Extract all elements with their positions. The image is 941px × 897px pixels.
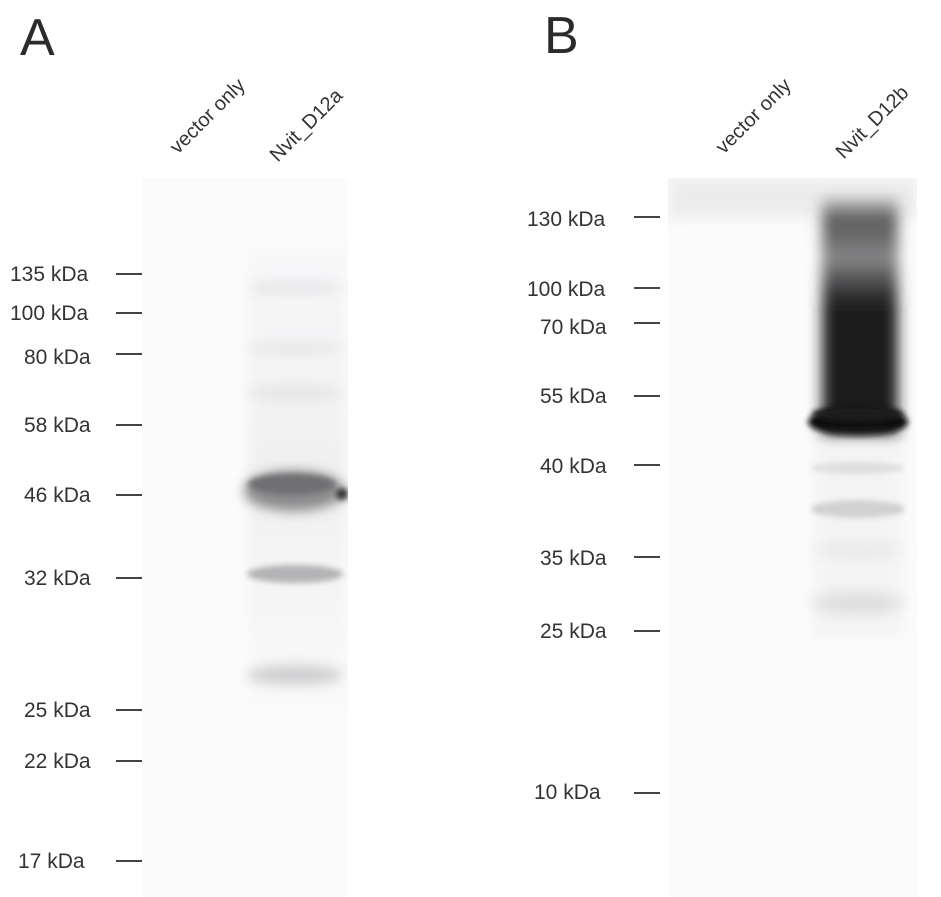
- marker-32-kda: 32 kDa: [24, 567, 91, 590]
- marker-130-kda: 130 kDa: [527, 208, 606, 231]
- marker-10-kda: 10 kDa: [534, 781, 601, 804]
- panel-a-label: A: [20, 9, 55, 67]
- marker-tick: [634, 464, 660, 466]
- marker-58-kda: 58 kDa: [24, 414, 91, 437]
- marker-tick: [116, 424, 142, 426]
- lane-label-nvit-d12b: Nvit_D12b: [831, 81, 914, 164]
- marker-tick: [116, 273, 142, 275]
- marker-tick: [634, 216, 660, 218]
- marker-80-kda: 80 kDa: [24, 346, 91, 369]
- marker-tick: [116, 760, 142, 762]
- marker-25-kda: 25 kDa: [24, 699, 91, 722]
- western-blot-b: [668, 178, 917, 897]
- marker-tick: [116, 709, 142, 711]
- marker-tick: [634, 287, 660, 289]
- marker-tick: [634, 322, 660, 324]
- lane-label-nvit-d12a: Nvit_D12a: [265, 84, 348, 167]
- marker-tick: [116, 353, 142, 355]
- marker-tick: [116, 494, 142, 496]
- marker-100-kda: 100 kDa: [527, 278, 606, 301]
- marker-tick: [116, 312, 142, 314]
- panel-b-label: B: [544, 7, 579, 65]
- marker-70-kda: 70 kDa: [540, 316, 607, 339]
- marker-55-kda: 55 kDa: [540, 385, 607, 408]
- marker-22-kda: 22 kDa: [24, 750, 91, 773]
- marker-46-kda: 46 kDa: [24, 484, 91, 507]
- marker-tick: [634, 630, 660, 632]
- western-blot-a: [142, 178, 348, 897]
- marker-tick: [634, 395, 660, 397]
- lane-label-vector-only-a: vector only: [165, 74, 250, 159]
- marker-tick: [116, 860, 142, 862]
- marker-17-kda: 17 kDa: [18, 850, 85, 873]
- marker-35-kda: 35 kDa: [540, 547, 607, 570]
- marker-tick: [116, 577, 142, 579]
- marker-135-kda: 135 kDa: [10, 263, 89, 286]
- marker-100-kda: 100 kDa: [10, 302, 89, 325]
- lane-label-vector-only-b: vector only: [711, 74, 796, 159]
- marker-25-kda: 25 kDa: [540, 620, 607, 643]
- marker-tick: [634, 556, 660, 558]
- marker-40-kda: 40 kDa: [540, 455, 607, 478]
- marker-tick: [634, 792, 660, 794]
